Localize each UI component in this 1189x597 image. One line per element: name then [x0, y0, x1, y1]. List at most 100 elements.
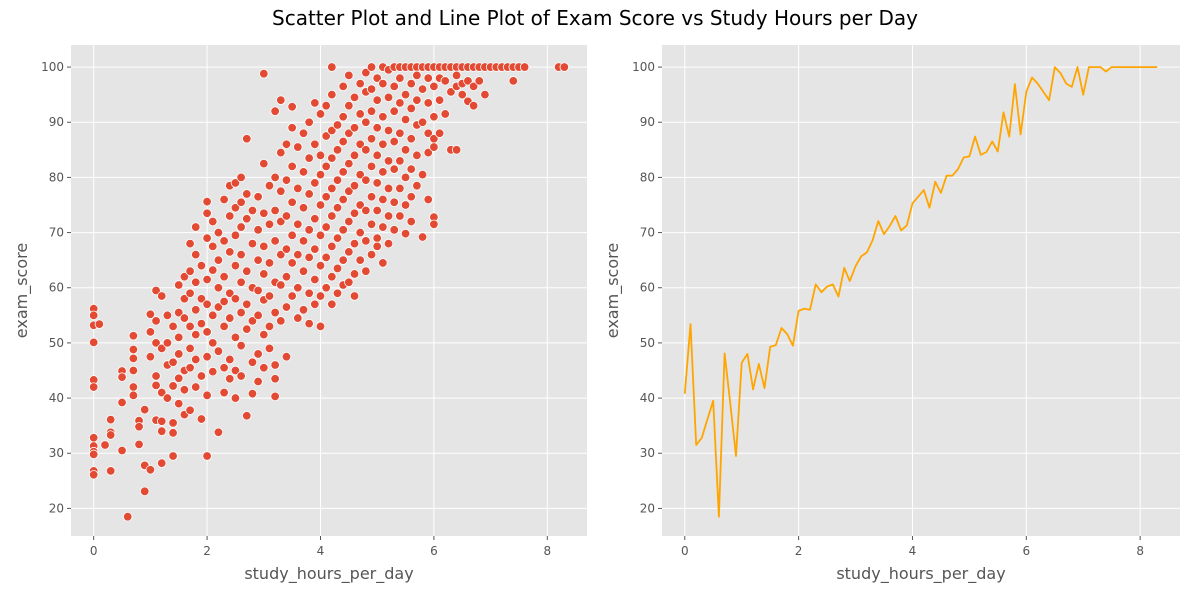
scatter-point	[247, 316, 258, 326]
scatter-point	[179, 272, 190, 282]
y-tick-label: 30	[640, 446, 655, 460]
scatter-point	[355, 139, 365, 150]
scatter-point	[225, 247, 235, 257]
scatter-point	[327, 89, 337, 100]
scatter-point	[191, 222, 201, 232]
scatter-point	[230, 332, 241, 343]
scatter-point	[270, 374, 280, 384]
scatter-point	[213, 255, 224, 265]
scatter-point	[128, 353, 139, 364]
scatter-point	[264, 343, 275, 354]
scatter-point	[128, 390, 139, 401]
scatter-point	[174, 280, 184, 290]
scatter-point	[105, 414, 116, 425]
scatter-point	[242, 214, 252, 224]
scatter-point	[88, 310, 99, 321]
y-tick-label: 70	[640, 226, 655, 240]
scatter-point	[225, 211, 235, 221]
line-series-path	[683, 66, 1158, 518]
line-x-ticks: 0 2 4 6 8	[681, 536, 1144, 558]
scatter-point	[253, 285, 263, 296]
scatter-point	[236, 222, 246, 232]
scatter-point	[344, 70, 354, 81]
scatter-point	[344, 277, 354, 287]
scatter-point	[344, 186, 354, 196]
scatter-point	[378, 167, 388, 177]
scatter-point	[508, 76, 518, 86]
scatter-point	[372, 205, 382, 216]
scatter-point	[213, 227, 224, 238]
scatter-x-axis-label: study_hours_per_day	[244, 564, 413, 584]
scatter-point	[185, 238, 195, 249]
scatter-point	[236, 249, 246, 260]
scatter-point	[400, 145, 411, 155]
scatter-point	[208, 216, 218, 227]
scatter-point	[264, 291, 275, 301]
scatter-point	[225, 288, 235, 298]
scatter-point	[259, 208, 269, 218]
scatter-point	[344, 216, 354, 227]
scatter-point	[389, 225, 399, 235]
scatter-point	[298, 128, 309, 138]
scatter-point	[208, 241, 218, 252]
scatter-point	[202, 352, 212, 362]
scatter-point	[349, 238, 360, 249]
scatter-point	[88, 449, 99, 460]
scatter-point	[355, 227, 365, 238]
scatter-point	[383, 183, 394, 194]
scatter-point	[361, 117, 371, 127]
scatter-point	[247, 357, 258, 367]
scatter-point	[366, 219, 377, 229]
scatter-point	[242, 299, 252, 309]
scatter-point	[321, 222, 331, 232]
scatter-point	[264, 321, 275, 332]
scatter-point	[327, 62, 337, 72]
scatter-point	[395, 211, 405, 221]
scatter-point	[259, 269, 269, 279]
scatter-point	[355, 109, 365, 119]
figure-title: Scatter Plot and Line Plot of Exam Score…	[272, 6, 918, 30]
y-tick-label: 60	[49, 281, 64, 295]
scatter-point	[219, 363, 229, 373]
scatter-point	[355, 78, 365, 89]
scatter-point	[191, 249, 201, 260]
scatter-point	[310, 98, 320, 108]
scatter-point	[242, 189, 252, 199]
scatter-point	[208, 366, 218, 377]
scatter-point	[383, 156, 394, 166]
scatter-point	[270, 391, 280, 402]
scatter-point	[372, 178, 382, 188]
y-tick-label: 80	[49, 170, 64, 184]
scatter-point	[298, 236, 309, 246]
scatter-point	[242, 134, 252, 144]
scatter-point	[88, 433, 99, 443]
scatter-point	[157, 387, 167, 398]
scatter-point	[247, 238, 258, 249]
scatter-point	[304, 189, 314, 199]
y-tick-label: 100	[41, 60, 64, 74]
scatter-point	[321, 161, 331, 172]
scatter-point	[157, 291, 167, 301]
scatter-point	[105, 466, 116, 476]
scatter-point	[298, 266, 309, 276]
scatter-point	[395, 98, 405, 108]
scatter-point	[259, 241, 269, 252]
scatter-point	[332, 145, 343, 155]
y-tick-label: 20	[640, 501, 655, 515]
scatter-point	[389, 164, 399, 174]
scatter-y-axis-label: exam_score	[12, 243, 32, 338]
scatter-plot-panel: 0 2 4 6 8 20 30 40 50 60 70 80 90 100 study_hours_pe…	[12, 45, 587, 584]
scatter-point	[457, 89, 467, 100]
scatter-point	[293, 142, 303, 152]
scatter-point	[406, 78, 416, 89]
scatter-point	[366, 161, 377, 172]
scatter-point	[383, 211, 394, 221]
scatter-point	[355, 200, 365, 210]
x-tick-label: 6	[1022, 544, 1030, 558]
scatter-point	[168, 381, 178, 391]
scatter-point	[287, 123, 297, 133]
scatter-point	[287, 161, 297, 172]
scatter-point	[315, 321, 326, 332]
scatter-points	[88, 62, 570, 522]
scatter-point	[134, 422, 144, 432]
